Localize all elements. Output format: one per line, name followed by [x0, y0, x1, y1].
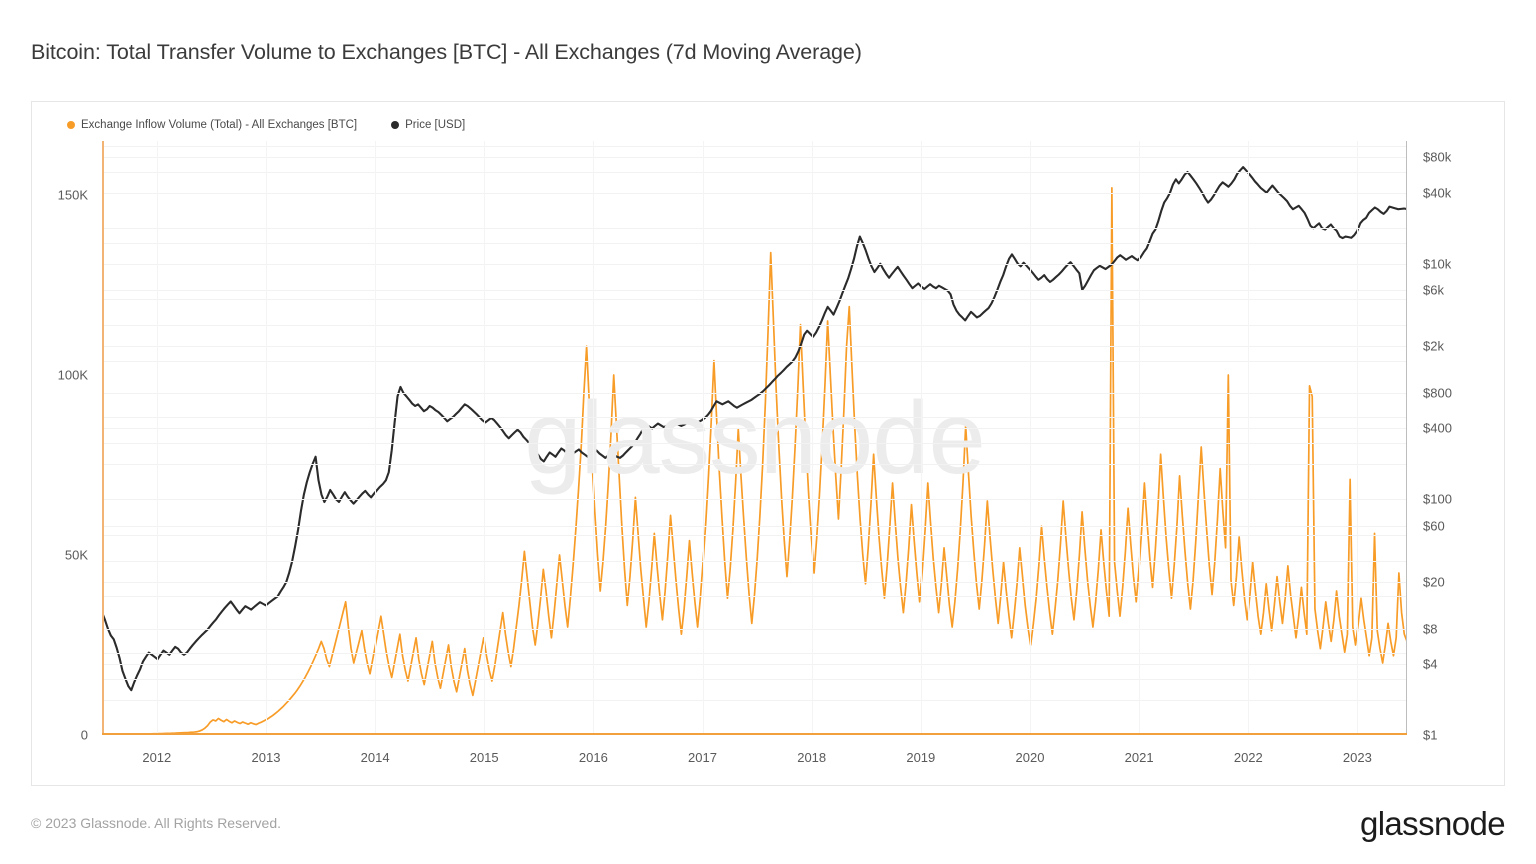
- gridline-vertical: [811, 141, 813, 735]
- gridline: [102, 392, 1407, 394]
- gridline: [102, 192, 1407, 194]
- x-axis: 2012 2013 2014 2015 2016 2017 2018 2019 2020 2021…: [102, 747, 1407, 771]
- x-axis-tick-label: 2023: [1342, 750, 1372, 765]
- gridline: [102, 581, 1407, 583]
- gridline-vertical: [1357, 141, 1359, 735]
- legend-label-inflow: Exchange Inflow Volume (Total) - All Exc…: [81, 119, 358, 131]
- gridline: [102, 499, 1407, 501]
- left-y-axis: 0 50K 100K 150K: [32, 141, 102, 743]
- plot-area[interactable]: glassnode: [102, 141, 1407, 735]
- gridline-minor: [102, 534, 1407, 536]
- gridline-minor: [102, 360, 1407, 362]
- gridline: [102, 525, 1407, 527]
- right-axis-tick-label: $20: [1423, 574, 1445, 590]
- copyright-text: © 2023 Glassnode. All Rights Reserved.: [31, 815, 282, 831]
- right-axis-tick-label: $400: [1423, 420, 1452, 436]
- gridline-minor: [102, 417, 1407, 418]
- left-axis-line: [102, 141, 104, 735]
- x-axis-tick-label: 2020: [1015, 750, 1045, 765]
- legend-item-inflow[interactable]: Exchange Inflow Volume (Total) - All Exc…: [67, 119, 357, 131]
- gridline-vertical: [702, 141, 704, 735]
- x-axis-tick-label: 2021: [1124, 750, 1154, 765]
- glassnode-logo: glassnode: [1359, 805, 1506, 842]
- circle-dot-icon: [391, 121, 400, 129]
- x-axis-tick-label: 2013: [251, 750, 281, 765]
- right-axis-tick-label: $800: [1423, 385, 1452, 401]
- gridline-minor: [102, 443, 1407, 445]
- gridline-vertical: [156, 141, 158, 735]
- x-axis-tick-label: 2017: [688, 750, 717, 765]
- gridline-minor: [102, 678, 1407, 680]
- gridline: [102, 157, 1407, 159]
- gridline-vertical: [1248, 141, 1250, 735]
- x-axis-tick-label: 2022: [1233, 750, 1263, 765]
- series-line-price: [102, 166, 1407, 692]
- gridline-minor: [102, 596, 1407, 598]
- gridline-vertical: [1030, 141, 1031, 735]
- gridline-minor: [102, 145, 1407, 147]
- gridline: [102, 664, 1407, 666]
- gridline-minor: [102, 325, 1407, 327]
- legend-item-price[interactable]: Price [USD]: [391, 119, 465, 131]
- gridline-vertical: [266, 141, 267, 735]
- page-title: Bitcoin: Total Transfer Volume to Exchan…: [31, 40, 862, 64]
- right-axis-tick-label: $2k: [1423, 338, 1444, 354]
- glassnode-watermark: glassnode: [524, 380, 986, 495]
- left-axis-tick-label: 50K: [64, 547, 88, 563]
- right-axis-tick-label: $10k: [1423, 256, 1452, 272]
- right-axis-tick-label: $60: [1423, 518, 1445, 533]
- gridline-vertical: [1139, 141, 1141, 735]
- bottom-axis-line: [102, 733, 1407, 735]
- x-axis-tick-label: 2012: [142, 750, 172, 765]
- legend-label-price: Price [USD]: [405, 119, 466, 131]
- right-axis-line: [1405, 141, 1407, 735]
- series-line-inflow: [102, 186, 1407, 735]
- right-axis-tick-label: $40k: [1423, 185, 1452, 201]
- x-axis-tick-label: 2019: [906, 750, 936, 765]
- gridline-vertical: [375, 141, 377, 735]
- left-axis-tick-label: 150K: [57, 187, 88, 203]
- right-axis-tick-label: $100: [1423, 491, 1452, 507]
- gridline-minor: [102, 561, 1407, 562]
- gridline-minor: [102, 228, 1407, 230]
- right-axis-tick-label: $80k: [1423, 149, 1452, 165]
- gridline-minor: [102, 172, 1407, 173]
- right-axis-tick-label: $6k: [1423, 282, 1444, 298]
- left-axis-tick-label: 0: [80, 727, 88, 743]
- gridline-vertical: [593, 141, 595, 735]
- plot-inner: glassnode: [102, 141, 1407, 735]
- chart-legend: Exchange Inflow Volume (Total) - All Exc…: [67, 119, 465, 131]
- gridline-minor: [102, 299, 1407, 301]
- gridline: [102, 289, 1407, 291]
- gridline: [102, 263, 1407, 265]
- x-axis-tick-label: 2014: [360, 750, 390, 765]
- right-y-axis: $1 $4 $8 $20 $60 $100 $400 $800 $2k $6k $10k $40k $8…: [1407, 141, 1506, 743]
- chart-card: Exchange Inflow Volume (Total) - All Exc…: [31, 101, 1505, 786]
- gridline-minor: [102, 463, 1407, 465]
- gridline-minor: [102, 699, 1407, 701]
- right-axis-tick-label: $1: [1423, 727, 1438, 743]
- gridline-minor: [102, 652, 1407, 654]
- gridline-minor: [102, 243, 1407, 244]
- circle-dot-icon: [67, 121, 75, 129]
- series-canvas: [102, 166, 1407, 735]
- gridline-vertical: [484, 141, 486, 735]
- left-axis-tick-label: 100K: [57, 367, 88, 383]
- x-axis-tick-label: 2018: [797, 750, 827, 765]
- x-axis-tick-label: 2016: [578, 750, 608, 765]
- gridline-vertical: [920, 141, 922, 735]
- gridline: [102, 628, 1407, 630]
- x-axis-tick-label: 2015: [469, 750, 499, 765]
- right-axis-tick-label: $4: [1423, 656, 1438, 672]
- gridline: [102, 346, 1407, 348]
- gridline: [102, 428, 1407, 430]
- right-axis-tick-label: $8: [1423, 621, 1438, 637]
